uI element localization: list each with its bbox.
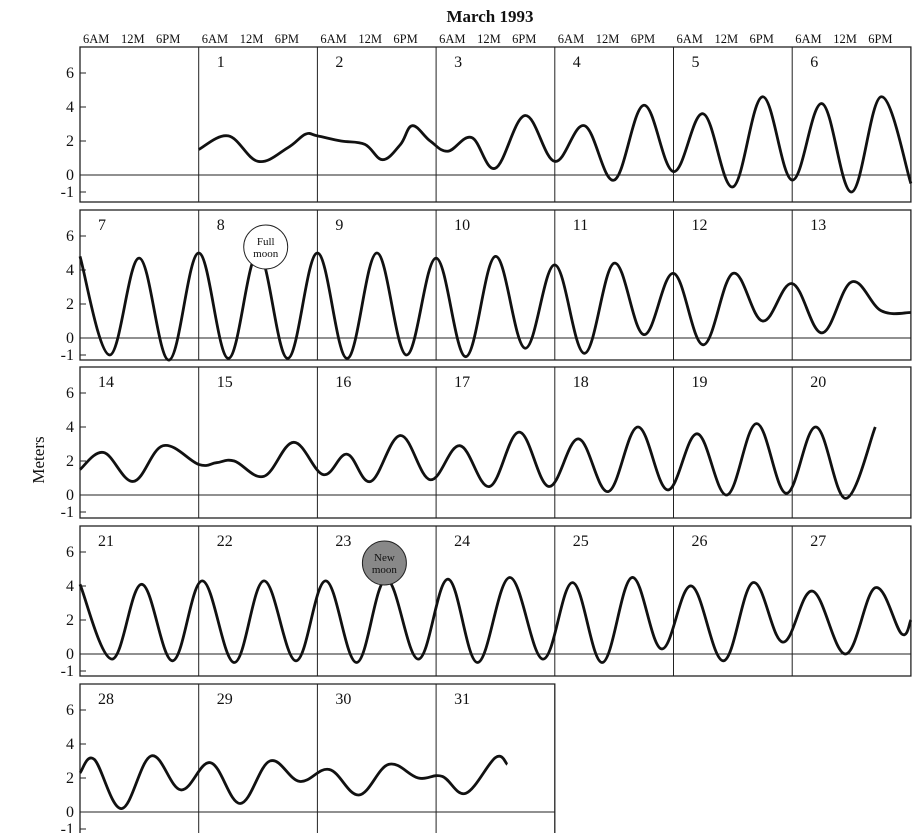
day-number: 2 xyxy=(335,54,343,71)
moon-label: New xyxy=(374,552,395,564)
day-number: 22 xyxy=(217,533,233,550)
time-label-6am: 6AM xyxy=(439,32,465,46)
y-tick-label: -1 xyxy=(61,184,74,201)
tide-curve xyxy=(78,754,509,810)
day-number: 7 xyxy=(98,217,106,234)
day-number: 6 xyxy=(810,54,818,71)
time-label-12m: 12M xyxy=(121,32,145,46)
day-number: 20 xyxy=(810,374,826,391)
y-tick-label: 4 xyxy=(66,99,74,116)
y-tick-label: 6 xyxy=(66,228,74,245)
new-moon-marker xyxy=(361,540,407,586)
y-axis-label: Meters xyxy=(29,436,48,483)
week-panel-frame xyxy=(79,46,912,203)
day-number: 14 xyxy=(98,374,114,391)
week-panel-frame xyxy=(79,209,912,361)
y-tick-label: 2 xyxy=(66,296,74,313)
day-number: 13 xyxy=(810,217,826,234)
time-label-12m: 12M xyxy=(833,32,857,46)
tide-curve xyxy=(78,251,911,362)
time-label-6am: 6AM xyxy=(83,32,109,46)
time-label-12m: 12M xyxy=(477,32,501,46)
y-tick-label: 2 xyxy=(66,453,74,470)
day-number: 9 xyxy=(335,217,343,234)
y-tick-label: 0 xyxy=(66,804,74,821)
day-number: 19 xyxy=(692,374,708,391)
day-number: 1 xyxy=(217,54,225,71)
day-number: 18 xyxy=(573,374,589,391)
day-number: 10 xyxy=(454,217,470,234)
time-label-6pm: 6PM xyxy=(156,32,180,46)
day-number: 3 xyxy=(454,54,462,71)
y-tick-label: 4 xyxy=(66,578,74,595)
y-tick-label: 4 xyxy=(66,736,74,753)
day-number: 24 xyxy=(454,533,470,550)
moon-label: moon xyxy=(372,564,398,576)
day-number: 15 xyxy=(217,374,233,391)
y-tick-label: 4 xyxy=(66,262,74,279)
day-number: 26 xyxy=(692,533,708,550)
y-tick-label: 2 xyxy=(66,770,74,787)
tide-curve xyxy=(79,422,877,500)
tide-curve xyxy=(198,95,913,194)
time-label-6am: 6AM xyxy=(795,32,821,46)
moon-label: Full xyxy=(257,236,275,248)
time-label-6pm: 6PM xyxy=(750,32,774,46)
week-panel-frame xyxy=(79,366,912,519)
full-moon-marker xyxy=(243,224,289,270)
day-number: 8 xyxy=(217,217,225,234)
time-label-12m: 12M xyxy=(358,32,382,46)
y-tick-label: 6 xyxy=(66,65,74,82)
y-tick-label: -1 xyxy=(61,347,74,364)
day-number: 5 xyxy=(692,54,700,71)
time-label-6am: 6AM xyxy=(320,32,346,46)
time-label-6pm: 6PM xyxy=(868,32,892,46)
tide-curve xyxy=(78,576,913,664)
y-tick-label: 4 xyxy=(66,419,74,436)
time-label-12m: 12M xyxy=(596,32,620,46)
time-label-6am: 6AM xyxy=(202,32,228,46)
chart-title: March 1993 xyxy=(446,7,533,26)
time-label-6pm: 6PM xyxy=(275,32,299,46)
time-label-6pm: 6PM xyxy=(512,32,536,46)
time-label-6am: 6AM xyxy=(558,32,584,46)
day-number: 4 xyxy=(573,54,581,71)
y-tick-label: -1 xyxy=(61,504,74,521)
time-label-12m: 12M xyxy=(715,32,739,46)
y-tick-label: 0 xyxy=(66,487,74,504)
day-number: 16 xyxy=(335,374,351,391)
time-label-6am: 6AM xyxy=(677,32,703,46)
day-number: 29 xyxy=(217,691,233,708)
day-number: 23 xyxy=(335,533,351,550)
y-tick-label: 2 xyxy=(66,133,74,150)
week-panel-frame xyxy=(79,525,912,677)
day-number: 12 xyxy=(692,217,708,234)
time-label-6pm: 6PM xyxy=(631,32,655,46)
day-number: 11 xyxy=(573,217,588,234)
y-tick-label: 0 xyxy=(66,646,74,663)
time-label-6pm: 6PM xyxy=(393,32,417,46)
moon-label: moon xyxy=(253,248,279,260)
y-tick-label: -1 xyxy=(61,663,74,680)
y-tick-label: 6 xyxy=(66,544,74,561)
day-number: 25 xyxy=(573,533,589,550)
y-tick-label: 0 xyxy=(66,167,74,184)
day-number: 31 xyxy=(454,691,470,708)
day-number: 17 xyxy=(454,374,470,391)
y-tick-label: 6 xyxy=(66,385,74,402)
y-tick-label: -1 xyxy=(61,821,74,833)
y-tick-label: 6 xyxy=(66,702,74,719)
y-tick-label: 0 xyxy=(66,330,74,347)
day-number: 30 xyxy=(335,691,351,708)
y-tick-label: 2 xyxy=(66,612,74,629)
day-number: 27 xyxy=(810,533,826,550)
day-number: 28 xyxy=(98,691,114,708)
day-number: 21 xyxy=(98,533,114,550)
time-label-12m: 12M xyxy=(240,32,264,46)
